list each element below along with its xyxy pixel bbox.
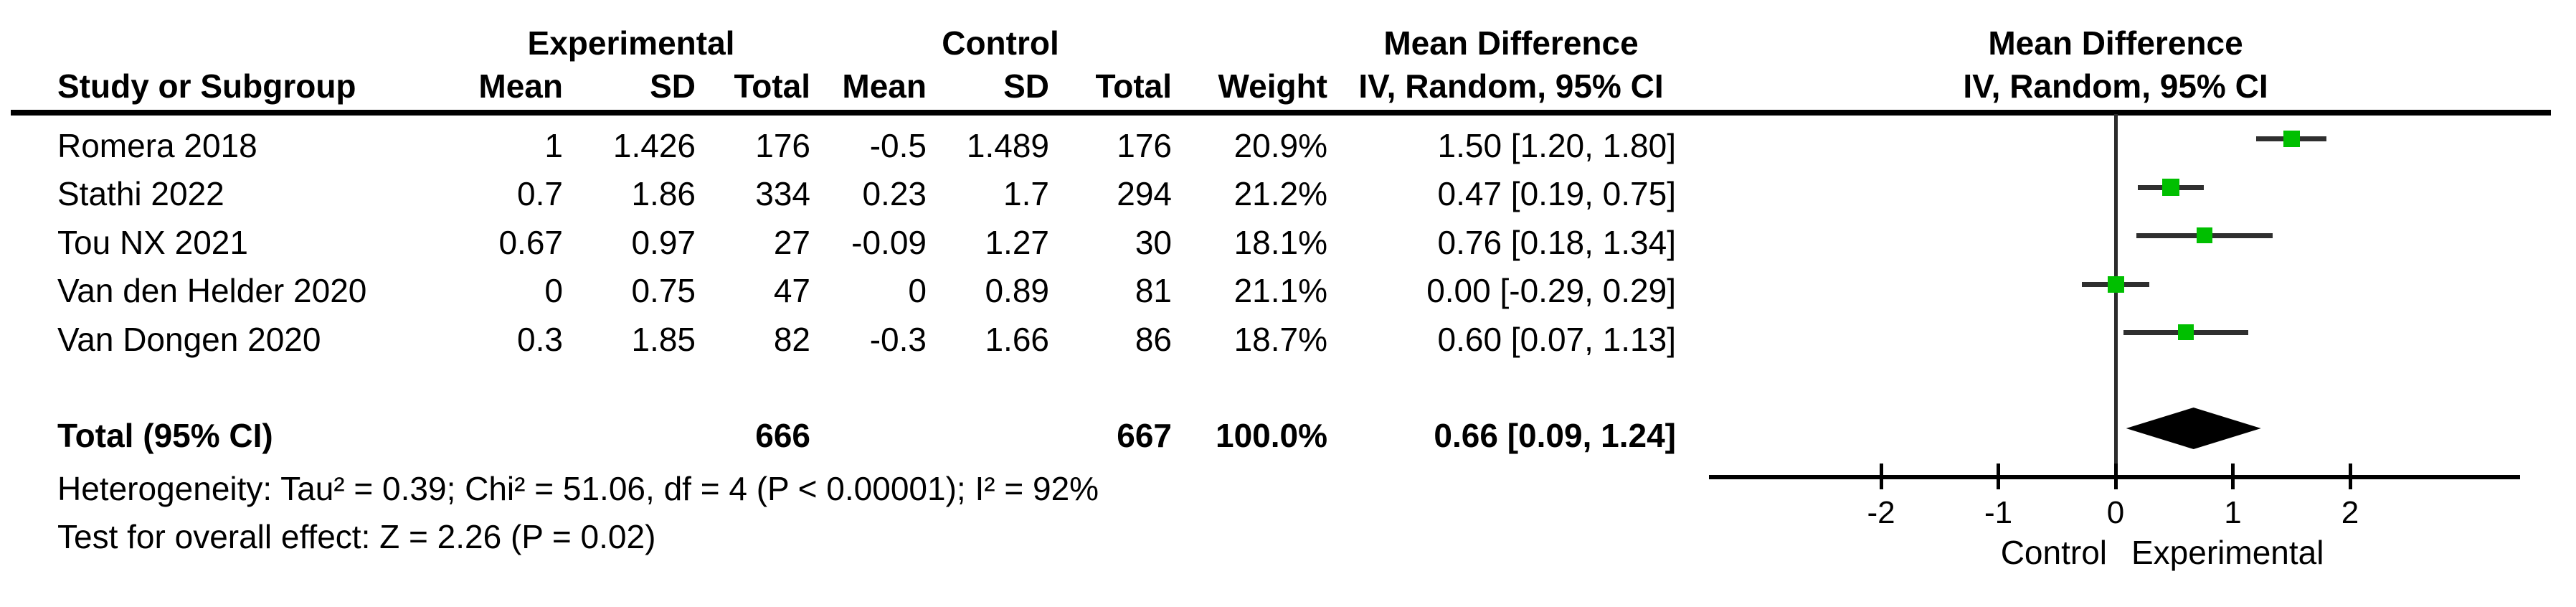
effect-square <box>2161 179 2179 196</box>
ctrl-mean-cell: -0.5 <box>869 127 927 164</box>
col-header-exp-sd: SD <box>650 67 696 105</box>
plot-header-ci: IV, Random, 95% CI <box>1963 67 2268 105</box>
effect-square <box>2107 276 2124 293</box>
total-exp-total: 666 <box>755 417 810 454</box>
axis-tick-label: 1 <box>2224 495 2242 530</box>
ctrl-total-cell: 294 <box>1117 175 1172 212</box>
ci-cell: 1.50 [1.20, 1.80] <box>1437 127 1677 164</box>
favours-control-label: Control <box>2000 534 2107 571</box>
header-rule <box>11 110 2551 116</box>
ci-cell: 0.47 [0.19, 0.75] <box>1437 175 1677 212</box>
total-diamond <box>2126 408 2261 449</box>
ctrl-mean-cell: -0.09 <box>851 224 927 261</box>
ctrl-total-cell: 81 <box>1135 272 1172 309</box>
axis-tick <box>2113 464 2118 489</box>
axis-tick-label: 0 <box>2106 495 2125 530</box>
axis-tick <box>1879 464 1883 489</box>
effect-square <box>2178 324 2194 340</box>
weight-cell: 20.9% <box>1233 127 1327 164</box>
ctrl-sd-cell: 1.489 <box>966 127 1049 164</box>
weight-cell: 21.1% <box>1233 272 1327 309</box>
col-header-ci: IV, Random, 95% CI <box>1358 67 1664 105</box>
total-ci: 0.66 [0.09, 1.24] <box>1434 417 1676 454</box>
ci-cell: 0.00 [-0.29, 0.29] <box>1426 272 1676 309</box>
exp-total-cell: 27 <box>773 224 810 261</box>
exp-sd-cell: 0.75 <box>631 272 696 309</box>
col-header-exp-mean: Mean <box>478 67 563 105</box>
ctrl-sd-cell: 1.66 <box>985 321 1049 358</box>
favours-experimental-label: Experimental <box>2131 534 2324 571</box>
exp-total-cell: 82 <box>773 321 810 358</box>
col-header-ctrl-sd: SD <box>1003 67 1049 105</box>
effect-square <box>2283 130 2300 147</box>
group-header-control: Control <box>942 24 1059 62</box>
total-ctrl-total: 667 <box>1117 417 1172 454</box>
ctrl-total-cell: 86 <box>1135 321 1172 358</box>
effect-square <box>2197 227 2213 243</box>
weight-cell: 18.7% <box>1233 321 1327 358</box>
group-header-mean-difference: Mean Difference <box>1383 24 1639 62</box>
exp-sd-cell: 1.86 <box>631 175 696 212</box>
exp-total-cell: 176 <box>755 127 810 164</box>
exp-total-cell: 47 <box>773 272 810 309</box>
col-header-ctrl-mean: Mean <box>842 67 927 105</box>
weight-cell: 21.2% <box>1233 175 1327 212</box>
exp-mean-cell: 0.67 <box>498 224 563 261</box>
col-header-exp-total: Total <box>734 67 810 105</box>
axis-tick <box>1997 464 2000 489</box>
group-header-experimental: Experimental <box>527 24 735 62</box>
ctrl-mean-cell: 0 <box>908 272 927 309</box>
axis-tick-label: 2 <box>2341 495 2359 530</box>
exp-mean-cell: 1 <box>544 127 563 164</box>
ctrl-sd-cell: 0.89 <box>985 272 1049 309</box>
study-label: Van Dongen 2020 <box>57 321 321 358</box>
exp-mean-cell: 0.3 <box>517 321 563 358</box>
study-label: Van den Helder 2020 <box>57 272 367 309</box>
study-label: Stathi 2022 <box>57 175 224 212</box>
axis-tick-label: -1 <box>1984 495 2013 530</box>
zero-reference-line <box>2114 114 2118 479</box>
exp-sd-cell: 0.97 <box>631 224 696 261</box>
study-label: Tou NX 2021 <box>57 224 248 261</box>
ctrl-mean-cell: 0.23 <box>862 175 927 212</box>
col-header-weight: Weight <box>1218 67 1327 105</box>
plot-header-mean-difference: Mean Difference <box>1988 24 2243 62</box>
total-weight: 100.0% <box>1215 417 1327 454</box>
ctrl-sd-cell: 1.27 <box>985 224 1049 261</box>
ci-cell: 0.60 [0.07, 1.13] <box>1437 321 1677 358</box>
ctrl-sd-cell: 1.7 <box>1003 175 1049 212</box>
ctrl-total-cell: 30 <box>1135 224 1172 261</box>
overall-effect-text: Test for overall effect: Z = 2.26 (P = 0… <box>57 518 656 555</box>
ctrl-mean-cell: -0.3 <box>869 321 927 358</box>
col-header-study: Study or Subgroup <box>57 67 356 105</box>
ctrl-total-cell: 176 <box>1117 127 1172 164</box>
axis-tick <box>2231 464 2235 489</box>
col-header-ctrl-total: Total <box>1095 67 1172 105</box>
study-label: Romera 2018 <box>57 127 257 164</box>
ci-cell: 0.76 [0.18, 1.34] <box>1437 224 1677 261</box>
exp-mean-cell: 0.7 <box>517 175 563 212</box>
exp-mean-cell: 0 <box>544 272 563 309</box>
heterogeneity-text: Heterogeneity: Tau² = 0.39; Chi² = 51.06… <box>57 470 1099 507</box>
axis-tick <box>2348 464 2352 489</box>
total-label: Total (95% CI) <box>57 417 273 454</box>
axis-tick-label: -2 <box>1867 495 1895 530</box>
exp-total-cell: 334 <box>755 175 810 212</box>
exp-sd-cell: 1.85 <box>631 321 696 358</box>
exp-sd-cell: 1.426 <box>612 127 696 164</box>
weight-cell: 18.1% <box>1233 224 1327 261</box>
